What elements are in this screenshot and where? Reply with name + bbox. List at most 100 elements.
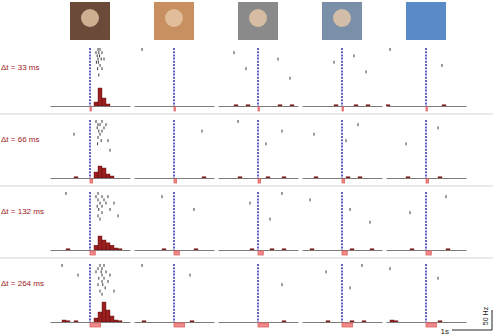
psth-bar (54, 178, 58, 179)
psth-bar (370, 178, 374, 179)
psth-bar (318, 322, 322, 323)
panel-marks (334, 48, 370, 106)
psth-bar (182, 250, 186, 251)
psth-bar (102, 168, 106, 178)
psth-bar (218, 250, 222, 251)
psth-bar (422, 250, 426, 251)
panel-marks (142, 48, 174, 106)
psth-bar (310, 178, 314, 179)
psth-bar (50, 178, 54, 179)
psth-bar (414, 178, 418, 179)
spike (108, 195, 109, 198)
psth-bar (106, 310, 110, 322)
rate-scale-bar (492, 310, 493, 330)
psth-bar (346, 250, 350, 251)
stimulus-photo-face (165, 9, 183, 27)
psth-bar (58, 250, 62, 251)
psth-bar (358, 322, 362, 323)
psth-bar (442, 105, 446, 106)
stimulus-marker (90, 179, 93, 183)
psth-bar (310, 249, 314, 250)
spike (282, 283, 283, 286)
stimulus-marker (174, 251, 179, 255)
psth-bar (274, 322, 278, 323)
spike (100, 202, 101, 205)
psth-bar (414, 250, 418, 251)
psth-bar (74, 321, 78, 322)
psth-bar (334, 105, 338, 106)
psth-bar (62, 178, 66, 179)
panel-marks (310, 192, 374, 250)
psth-bar (250, 249, 254, 250)
psth-bar (210, 322, 214, 323)
spike (106, 270, 107, 273)
psth-bar (314, 250, 318, 251)
onset-line (257, 120, 259, 178)
stimulus-marker (174, 107, 175, 111)
psth-bar (274, 178, 278, 179)
stimulus-photo (154, 2, 194, 40)
spike (101, 270, 102, 273)
psth-bar (202, 106, 206, 107)
psth-bar (310, 106, 314, 107)
stimulus-photo-face (249, 9, 267, 27)
psth-bar (318, 250, 322, 251)
psth-bar (262, 322, 266, 323)
psth-bar (82, 178, 86, 179)
spike (100, 290, 101, 293)
psth-bar (362, 106, 366, 107)
psth-bar (238, 250, 242, 251)
psth-bar (98, 166, 102, 178)
spike (250, 202, 251, 205)
psth-bar (202, 322, 206, 323)
panel-marks (90, 48, 110, 106)
psth-bar (362, 250, 366, 251)
spike (110, 208, 111, 211)
psth-bar (250, 178, 254, 179)
onset-line (341, 48, 343, 106)
psth-bar (306, 322, 310, 323)
psth-bar (114, 248, 118, 250)
stimulus-marker (342, 251, 347, 255)
psth-bar (294, 250, 298, 251)
psth-bar (430, 178, 434, 179)
psth-bar (158, 178, 162, 179)
psth-bar (190, 106, 194, 107)
psth-bar (226, 250, 230, 251)
spike (110, 149, 111, 152)
psth-bar (374, 250, 378, 251)
spike (97, 142, 98, 145)
psth-bar (418, 106, 422, 107)
spike (278, 58, 279, 61)
psth-bar (254, 106, 258, 107)
psth-bar (266, 322, 270, 323)
psth-bar (134, 250, 138, 251)
spike (98, 192, 99, 195)
spike (98, 198, 99, 201)
psth-bar (406, 177, 410, 178)
stimulus-photo (238, 2, 278, 40)
spike (100, 264, 101, 267)
psth-bar (238, 177, 242, 178)
spike (98, 74, 99, 77)
psth-bar (362, 321, 366, 322)
psth-bar (102, 98, 106, 106)
panel-marks (162, 192, 198, 250)
psth-bar (278, 250, 282, 251)
psth-bar (186, 322, 190, 323)
row-label: Δt = 264 ms (1, 279, 44, 288)
spike (98, 208, 99, 211)
psth-bar (102, 240, 106, 250)
psth-bar (330, 106, 334, 107)
psth-bar (446, 106, 450, 107)
psth-bar (370, 106, 374, 107)
psth-bar (142, 106, 146, 107)
psth-bar (462, 178, 466, 179)
psth-bar (262, 250, 266, 251)
psth-bar (226, 106, 230, 107)
psth-bar (270, 322, 274, 323)
spike (104, 198, 105, 201)
panel-marks (406, 120, 442, 178)
spike (142, 264, 143, 267)
spike (101, 58, 102, 61)
